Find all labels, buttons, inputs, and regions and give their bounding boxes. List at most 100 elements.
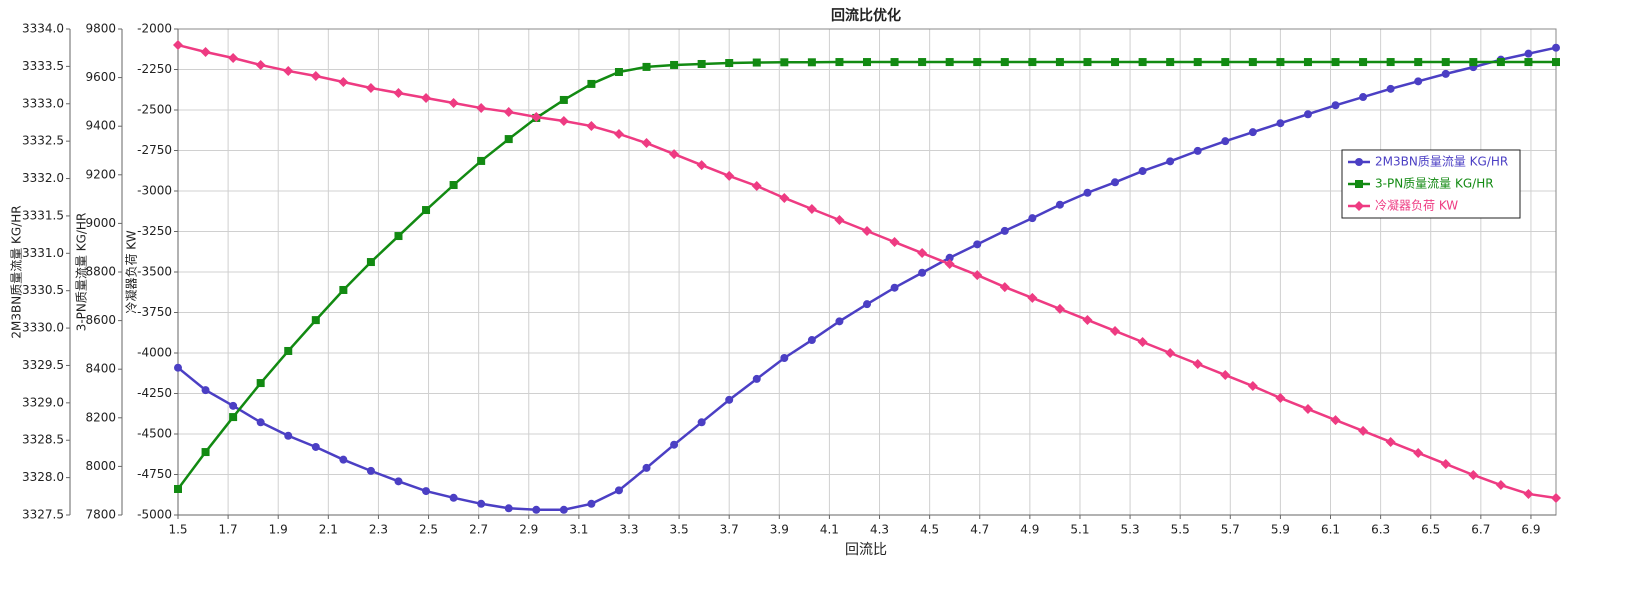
marker: [670, 440, 679, 449]
marker: [1166, 58, 1175, 67]
marker: [174, 484, 182, 493]
marker: [311, 316, 320, 325]
y3-axis-title: 冷凝器负荷 KW: [124, 230, 139, 313]
marker: [752, 58, 761, 67]
marker: [256, 418, 265, 427]
x-tick-label: 4.1: [820, 523, 839, 537]
marker: [504, 504, 513, 513]
marker: [1192, 359, 1203, 370]
marker: [393, 87, 404, 98]
marker: [1551, 492, 1561, 503]
marker: [1276, 58, 1285, 67]
marker: [1083, 58, 1092, 67]
marker: [725, 395, 734, 404]
x-tick-label: 2.9: [519, 523, 538, 537]
marker: [697, 59, 706, 68]
y-tick-label: 3332.0: [22, 171, 64, 185]
marker: [999, 282, 1010, 293]
marker: [1303, 58, 1312, 67]
marker: [669, 149, 680, 160]
marker: [1082, 314, 1093, 325]
marker: [1386, 84, 1395, 93]
y-tick-label: 8400: [85, 362, 116, 376]
legend-box: [1341, 149, 1521, 219]
marker: [201, 386, 210, 395]
marker: [1275, 393, 1286, 404]
y-tick-label: 3334.0: [22, 22, 64, 36]
marker: [724, 170, 735, 181]
y-tick-label: 8200: [85, 410, 116, 424]
marker: [697, 418, 706, 427]
marker: [283, 65, 294, 76]
x-tick-label: 6.5: [1421, 523, 1440, 537]
y-tick-label: 8800: [85, 265, 116, 279]
marker: [559, 505, 568, 514]
marker: [1303, 110, 1312, 119]
marker: [587, 499, 596, 508]
marker: [1524, 58, 1533, 67]
marker: [1138, 167, 1147, 176]
marker: [229, 413, 238, 422]
legend-marker: [1355, 158, 1363, 166]
marker: [889, 237, 900, 248]
marker: [1385, 436, 1396, 447]
marker: [1330, 415, 1341, 426]
x-tick-label: 6.9: [1521, 523, 1540, 537]
marker: [1054, 303, 1065, 314]
marker: [835, 317, 844, 326]
marker: [614, 486, 623, 495]
marker: [1359, 93, 1368, 102]
x-tick-label: 2.3: [369, 523, 388, 537]
marker: [339, 455, 348, 464]
marker: [944, 259, 955, 270]
marker: [807, 336, 816, 345]
y-tick-label: 3327.5: [22, 508, 64, 522]
marker: [311, 442, 320, 451]
marker: [394, 477, 403, 486]
y-tick-label: 9800: [85, 22, 116, 36]
marker: [476, 103, 487, 114]
y-tick-label: -3250: [137, 224, 172, 238]
marker: [1414, 58, 1423, 67]
x-tick-label: 3.9: [770, 523, 789, 537]
y-tick-label: 9400: [85, 119, 116, 133]
marker: [1276, 119, 1285, 128]
x-tick-label: 6.7: [1471, 523, 1490, 537]
marker: [284, 431, 293, 440]
marker: [1247, 381, 1258, 392]
marker: [531, 111, 542, 122]
marker: [918, 58, 927, 67]
y-tick-label: 8000: [85, 459, 116, 473]
x-axis-title: 回流比: [845, 542, 887, 558]
marker: [587, 79, 596, 88]
marker: [1055, 200, 1064, 209]
marker: [1441, 58, 1450, 67]
marker: [1248, 128, 1257, 137]
marker: [613, 128, 624, 139]
marker: [1496, 58, 1505, 67]
marker: [918, 268, 927, 277]
marker: [1193, 146, 1202, 155]
marker: [1027, 292, 1038, 303]
marker: [1359, 58, 1368, 67]
marker: [725, 59, 734, 68]
marker: [449, 493, 458, 502]
marker: [503, 106, 514, 117]
marker: [1111, 178, 1120, 187]
marker: [586, 121, 597, 132]
marker: [1468, 469, 1479, 480]
marker: [173, 40, 183, 51]
marker: [1413, 447, 1424, 458]
marker: [1165, 348, 1176, 358]
marker: [1386, 58, 1395, 67]
marker: [973, 240, 982, 249]
marker: [779, 192, 790, 203]
legend-label: 3-PN质量流量 KG/HR: [1375, 177, 1494, 191]
y-tick-label: -4250: [137, 386, 172, 400]
marker: [780, 58, 789, 67]
marker: [890, 58, 899, 67]
y-tick-label: 3330.5: [22, 283, 64, 297]
y-tick-label: -2000: [137, 22, 172, 36]
marker: [532, 505, 541, 514]
marker: [1524, 49, 1533, 58]
